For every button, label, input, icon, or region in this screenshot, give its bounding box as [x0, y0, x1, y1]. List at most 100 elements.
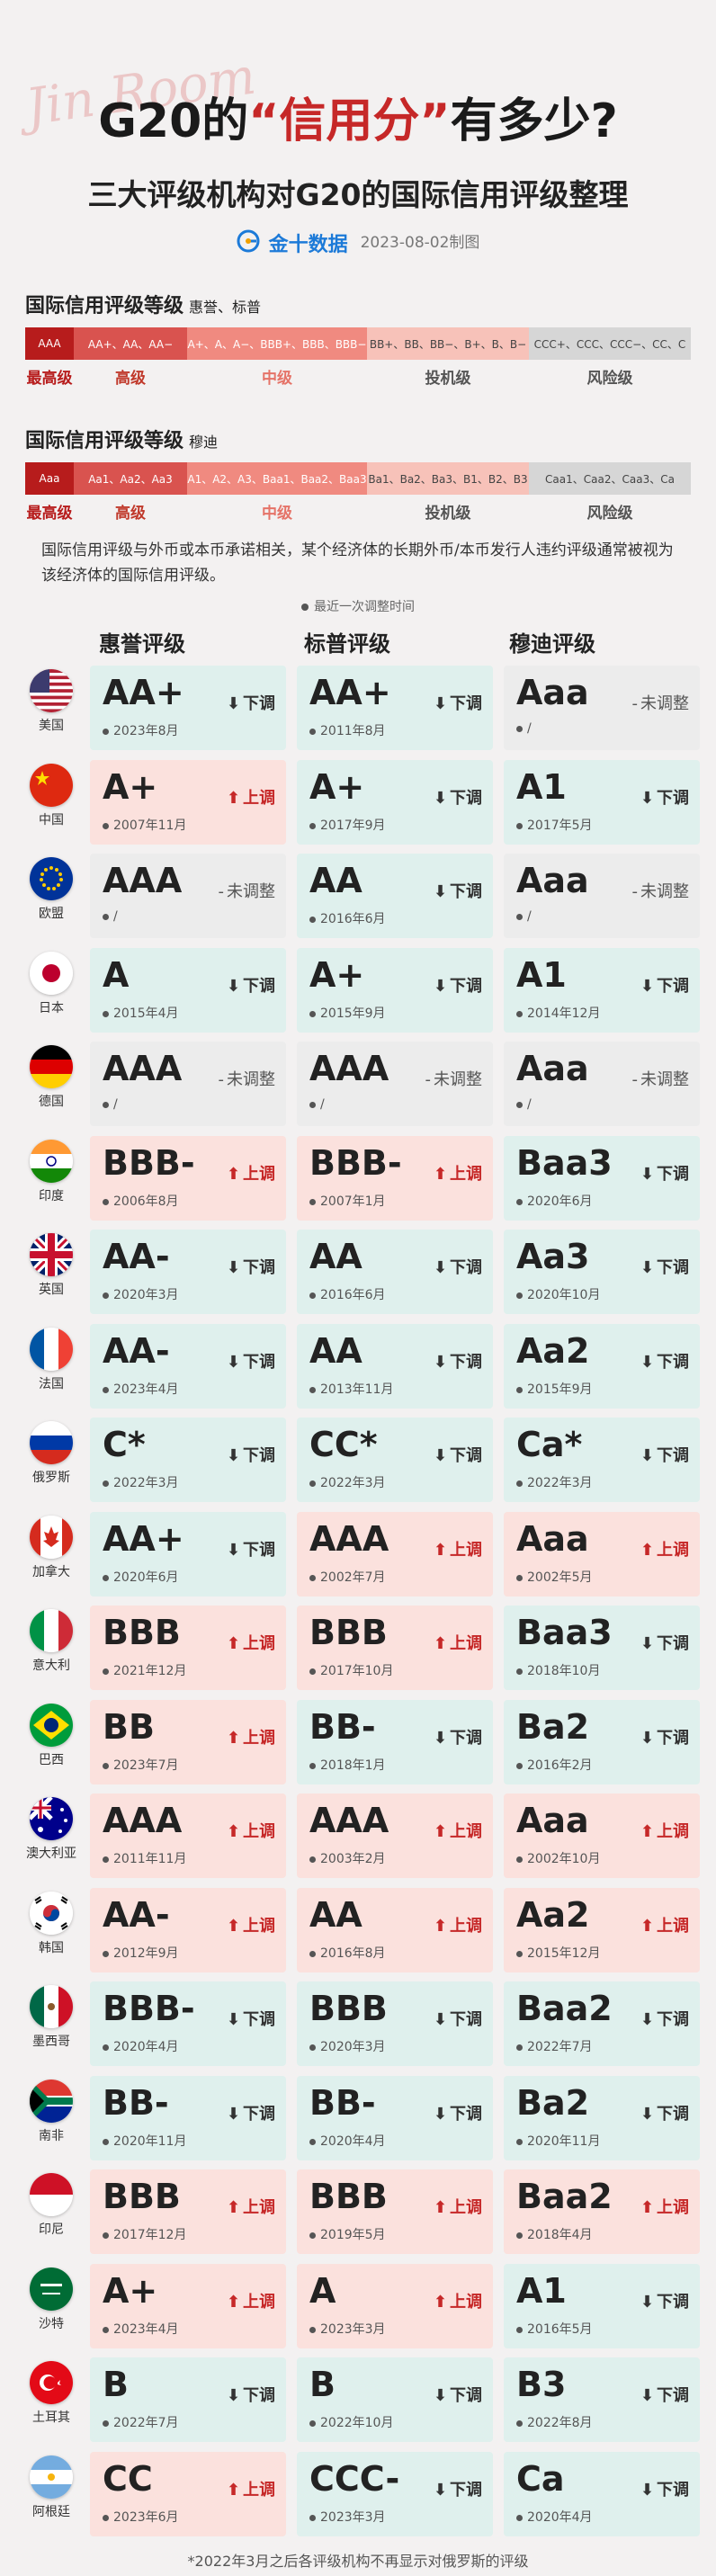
- scale-label-highest: 最高级: [26, 505, 73, 523]
- column-header-sp: 标普评级: [304, 631, 390, 657]
- rating-action: ⬇ 下调: [226, 1258, 275, 1277]
- arrow-up-icon: ⬆: [226, 1165, 240, 1184]
- rating-cell: A1 2016年5月 ⬇ 下调: [504, 2264, 700, 2348]
- rating-action: ⬇ 下调: [433, 2010, 482, 2029]
- flag-ca-icon: [30, 1516, 73, 1559]
- adjustment-date: 2012年9月: [103, 1944, 179, 1962]
- table-row: 意大利 BBB 2021年12月 ⬆ 上调 BBB 2017年10月 ⬆ 上调 Baa3 2018年…: [0, 1606, 716, 1692]
- rating-value: AAA: [309, 1801, 389, 1840]
- scale-label-high: 高级: [115, 505, 146, 523]
- flag-id-icon: [30, 2173, 73, 2216]
- adjustment-date: 2011年11月: [103, 1849, 186, 1867]
- rating-cell: AAA 2003年2月 ⬆ 上调: [297, 1793, 493, 1878]
- country-name: 墨西哥: [32, 2035, 70, 2049]
- scale-bar: Aaa Aa1、Aa2、Aa3 A1、A2、A3、Baa1、Baa2、Baa3 …: [25, 462, 691, 495]
- arrow-up-icon: ⬆: [640, 1917, 654, 1936]
- date-dot-icon: [516, 913, 523, 920]
- rating-cell: Aa3 2020年10月 ⬇ 下调: [504, 1230, 700, 1314]
- arrow-up-icon: ⬆: [433, 1634, 447, 1653]
- scale-title: 国际信用评级等级 惠誉、标普: [25, 295, 262, 318]
- flag-ru-icon: [30, 1421, 73, 1464]
- date-dot-icon: [309, 822, 316, 829]
- rating-cell: AAA / - 未调整: [90, 1042, 286, 1126]
- country-name: 美国: [39, 719, 64, 733]
- adjustment-date: 2002年7月: [309, 1568, 386, 1586]
- arrow-up-icon: ⬆: [640, 2198, 654, 2217]
- adjustment-date: 2017年5月: [516, 816, 593, 834]
- date-dot-icon: [103, 1950, 109, 1957]
- flag-sa-icon: [30, 2267, 73, 2311]
- rating-action: ⬆ 上调: [433, 1917, 482, 1936]
- scale-label-risk: 风险级: [586, 370, 633, 388]
- rating-cell: A1 2017年5月 ⬇ 下调: [504, 760, 700, 845]
- adjustment-date: 2020年3月: [103, 1285, 179, 1303]
- rating-action: ⬆ 上调: [433, 1165, 482, 1184]
- scale-labels: 最高级 高级 中级 投机级 风险级: [25, 500, 691, 523]
- rating-cell: BB- 2020年11月 ⬇ 下调: [90, 2076, 286, 2160]
- rating-cell: AAA 2002年7月 ⬆ 上调: [297, 1512, 493, 1597]
- rating-value: Aa3: [516, 1237, 590, 1276]
- rating-cell: BB- 2020年4月 ⬇ 下调: [297, 2076, 493, 2160]
- rating-action: ⬇ 下调: [226, 977, 275, 996]
- column-header-moodys: 穆迪评级: [509, 631, 595, 657]
- country-name: 土耳其: [32, 2411, 70, 2425]
- date-dot-icon: [309, 1292, 316, 1299]
- table-row: 日本 A 2015年4月 ⬇ 下调 A+ 2015年9月 ⬇ 下调 A1 2014年12月 ⬇ 下调: [0, 948, 716, 1034]
- page-subtitle: 三大评级机构对G20的国际信用评级整理: [87, 177, 629, 212]
- adjustment-date: 2016年6月: [309, 909, 386, 927]
- arrow-down-icon: ⬇: [226, 694, 240, 713]
- dash-icon: -: [631, 694, 639, 713]
- arrow-up-icon: ⬆: [433, 2293, 447, 2312]
- rating-cell: AA+ 2020年6月 ⬇ 下调: [90, 1512, 286, 1597]
- arrow-down-icon: ⬇: [433, 694, 447, 713]
- adjustment-date: 2019年5月: [309, 2225, 386, 2243]
- adjustment-date: 2018年1月: [309, 1756, 386, 1774]
- scale-title: 国际信用评级等级 穆迪: [25, 430, 219, 452]
- table-row: 法国 AA- 2023年4月 ⬇ 下调 AA 2013年11月 ⬇ 下调 Aa2 2015年9月 ⬇ 下…: [0, 1324, 716, 1410]
- adjustment-date: 2020年4月: [103, 2037, 179, 2055]
- arrow-up-icon: ⬆: [226, 2481, 240, 2500]
- date-dot-icon: [103, 2419, 109, 2427]
- table-row: 德国 AAA / - 未调整 AAA / - 未调整 Aaa / - 未调整: [0, 1042, 716, 1128]
- dash-icon: -: [631, 882, 639, 901]
- rating-value: A+: [309, 955, 365, 995]
- adjustment-date: 2023年4月: [103, 2320, 179, 2338]
- arrow-down-icon: ⬇: [433, 2010, 447, 2029]
- rating-cell: A1 2014年12月 ⬇ 下调: [504, 948, 700, 1033]
- date-dot-icon: [516, 2326, 523, 2333]
- scale-segment-highest: AAA: [25, 327, 74, 360]
- date-dot-icon: [103, 1292, 109, 1299]
- date-dot-icon: [516, 822, 523, 829]
- adjustment-date: 2007年1月: [309, 1192, 386, 1210]
- rating-cell: CC* 2022年3月 ⬇ 下调: [297, 1418, 493, 1502]
- scale-label-mid: 中级: [262, 505, 292, 523]
- arrow-up-icon: ⬆: [226, 789, 240, 808]
- rating-action: ⬇ 下调: [433, 977, 482, 996]
- rating-action: ⬇ 下调: [226, 1353, 275, 1372]
- rating-cell: Aa2 2015年12月 ⬆ 上调: [504, 1888, 700, 1972]
- rating-action: ⬇ 下调: [640, 2386, 689, 2405]
- scale-segment-highest: Aaa: [25, 462, 74, 495]
- rating-value: AA: [309, 861, 362, 900]
- rating-action: ⬆ 上调: [226, 2481, 275, 2500]
- rating-value: CCC-: [309, 2459, 400, 2499]
- adjustment-date: 2017年10月: [309, 1661, 393, 1679]
- arrow-down-icon: ⬇: [433, 2386, 447, 2405]
- rating-scale-sp-fitch: 国际信用评级等级 惠誉、标普 AAA AA+、AA、AA− A+、A、A−、BBB…: [25, 290, 691, 388]
- rating-value: AAA: [103, 861, 183, 900]
- rating-value: A+: [103, 2271, 158, 2311]
- rating-value: Aa2: [516, 1895, 590, 1935]
- rating-cell: C* 2022年3月 ⬇ 下调: [90, 1418, 286, 1502]
- rating-action: ⬇ 下调: [433, 789, 482, 808]
- rating-cell: AA 2016年8月 ⬆ 上调: [297, 1888, 493, 1972]
- dash-icon: -: [218, 882, 225, 901]
- country-name: 德国: [39, 1095, 64, 1109]
- rating-value: Ca*: [516, 1425, 583, 1464]
- adjustment-date: 2022年7月: [516, 2037, 593, 2055]
- rating-cell: Baa3 2020年6月 ⬇ 下调: [504, 1136, 700, 1221]
- rating-action: ⬆ 上调: [226, 1729, 275, 1748]
- rating-cell: CC 2023年6月 ⬆ 上调: [90, 2452, 286, 2536]
- date-dot-icon: [309, 1010, 316, 1017]
- adjustment-date: 2017年9月: [309, 816, 386, 834]
- table-row: 印度 BBB- 2006年8月 ⬆ 上调 BBB- 2007年1月 ⬆ 上调 Baa3 2020年6…: [0, 1136, 716, 1222]
